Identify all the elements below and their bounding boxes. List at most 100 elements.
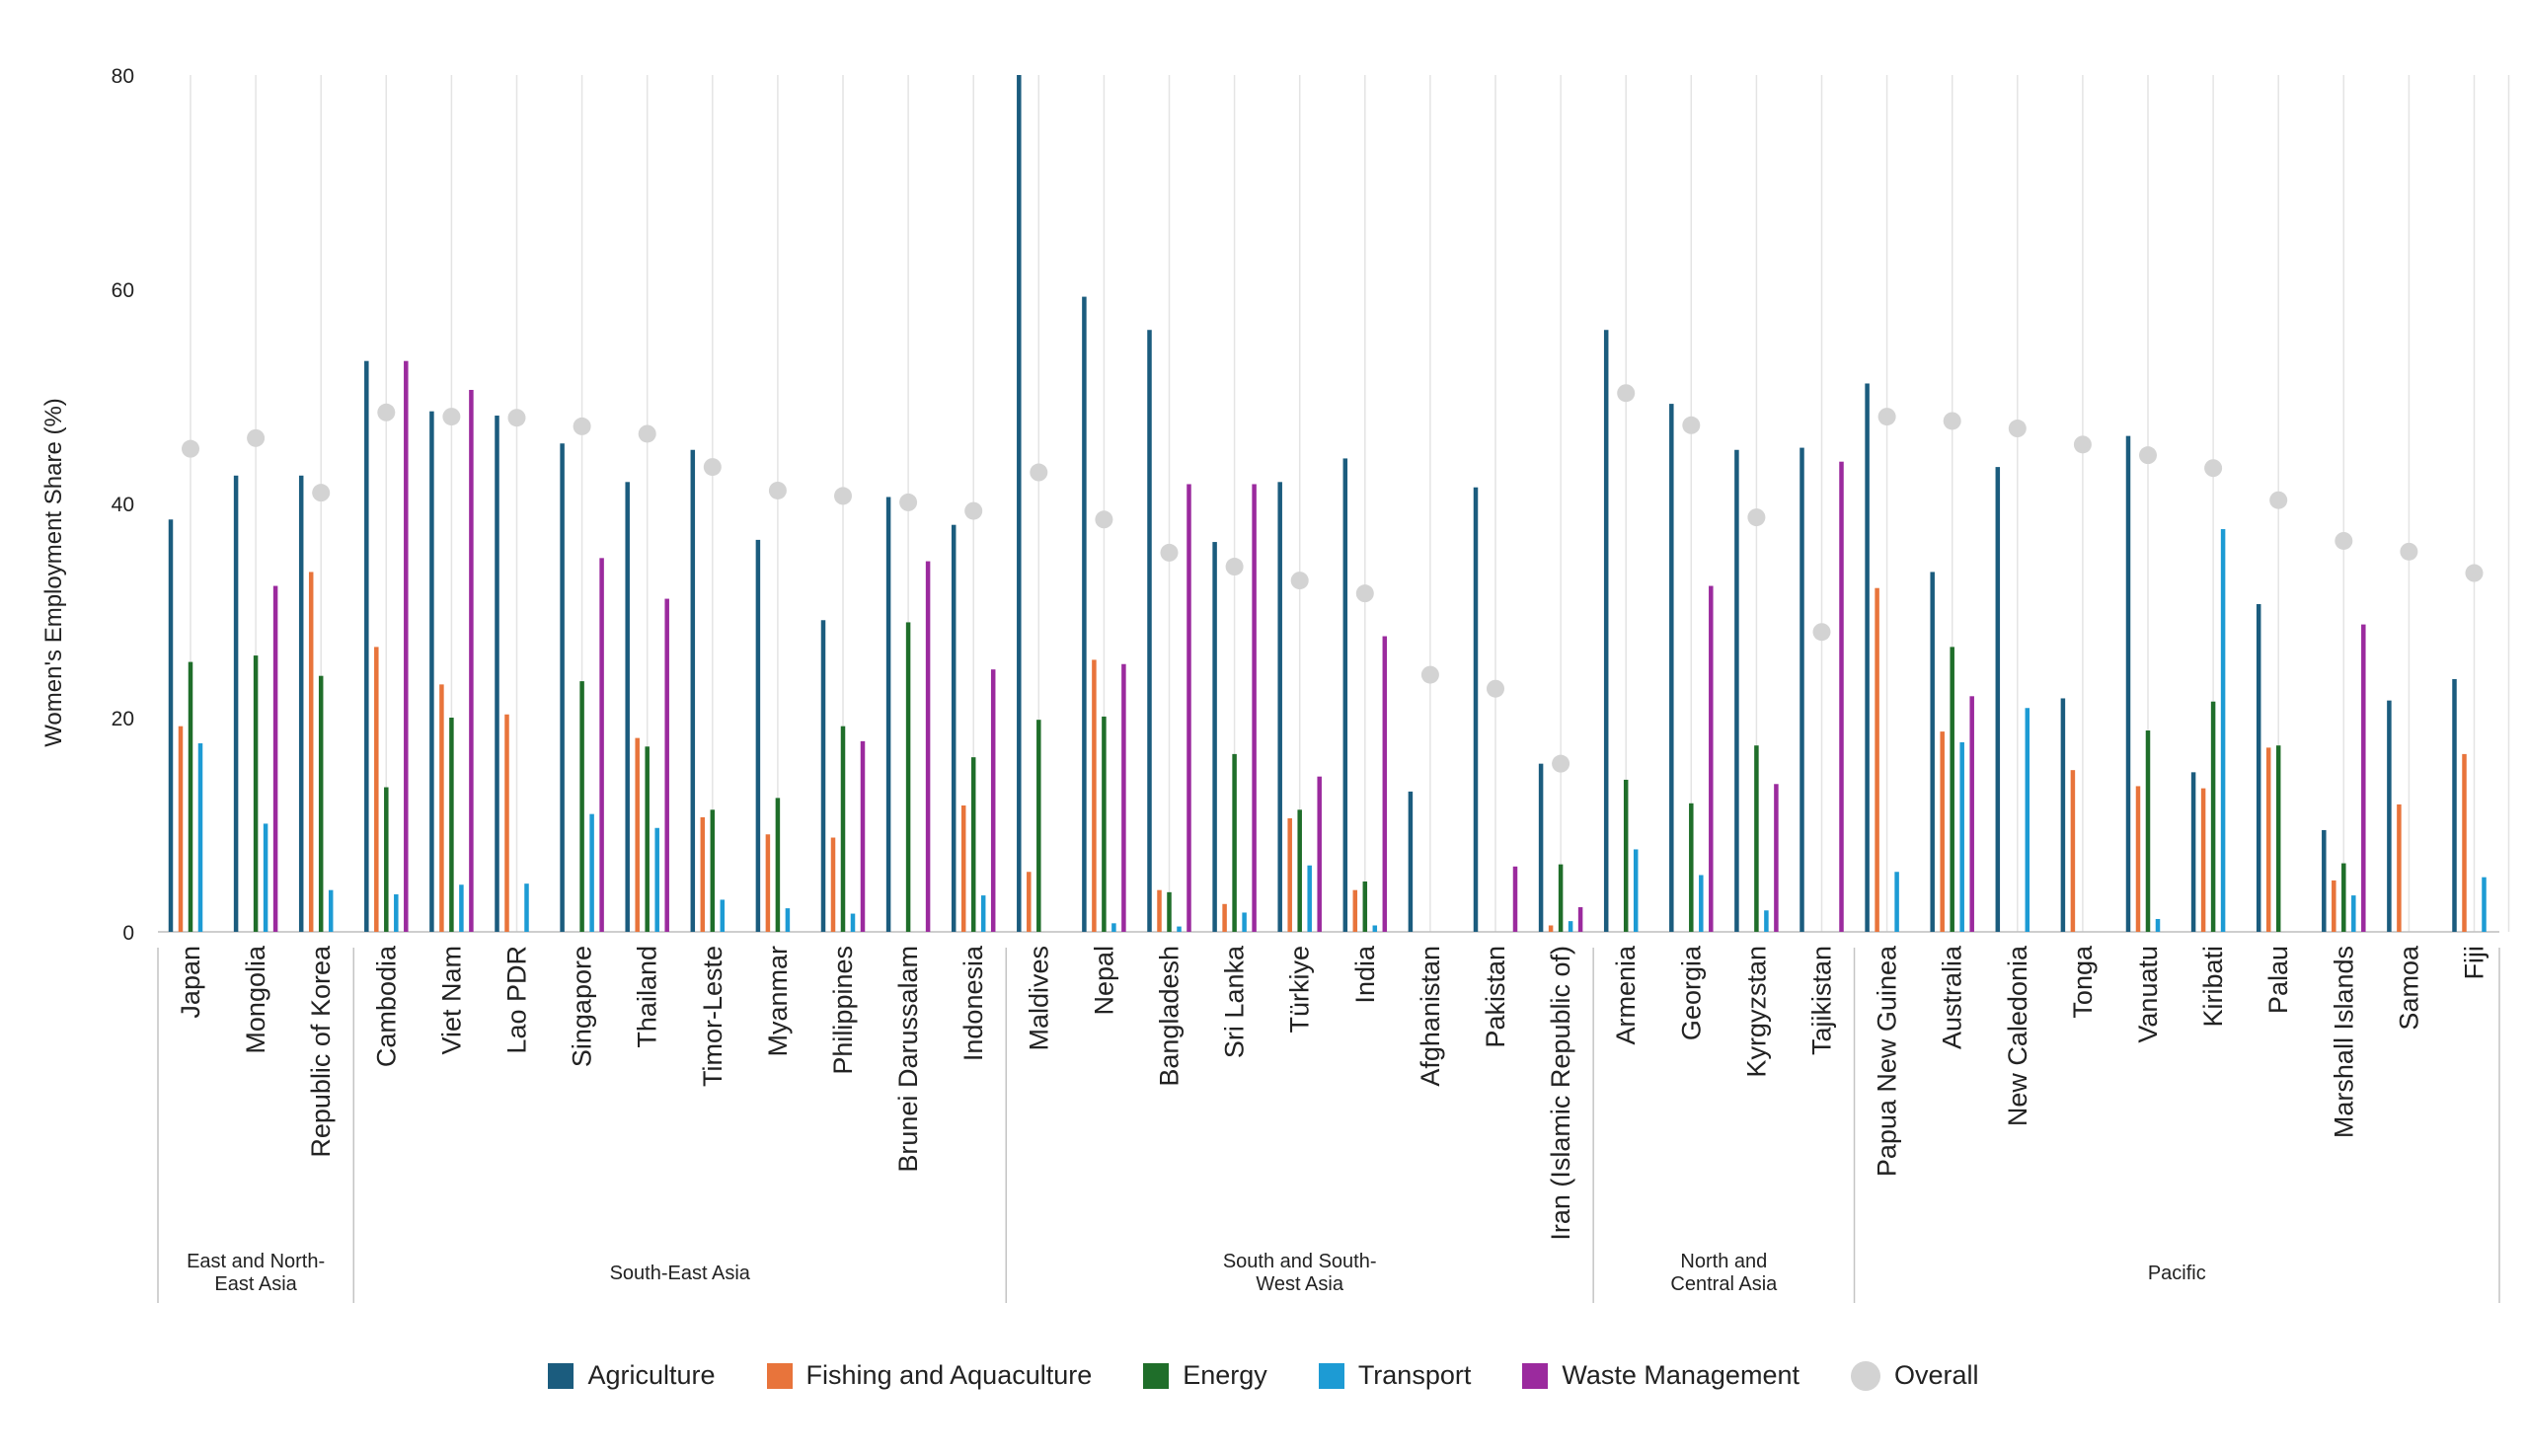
bar-bangladesh-transport [1177, 926, 1182, 932]
bar-georgia-waste-management [1709, 585, 1714, 932]
overall-dot-armenia [1617, 384, 1636, 403]
bar-kiribati-fishing-and-aquaculture [2200, 788, 2206, 932]
bar-timor-leste-transport [720, 899, 726, 932]
x-tick-label: Fiji [2460, 946, 2489, 980]
legend-item-energy: Energy [1143, 1360, 1267, 1391]
x-tick-label: Afghanistan [1416, 946, 1445, 1087]
bar-vanuatu-energy [2145, 730, 2151, 932]
x-tick-label: Sri Lanka [1220, 945, 1250, 1058]
y-axis: 0 20 40 60 80 Women's Employment Share (%) [40, 65, 2499, 945]
bar-iran-islamic-republic-of-agriculture [1538, 763, 1544, 932]
overall-dot-tonga [2073, 435, 2092, 454]
region-groups: East and North-East Asia South-East Asia S… [157, 948, 2500, 1303]
overall-dot-fiji [2465, 564, 2484, 582]
bar-philippines-transport [850, 913, 856, 932]
bar-australia-fishing-and-aquaculture [1940, 731, 1945, 932]
bar-thailand-energy [645, 746, 650, 932]
y-tick-label: 0 [122, 922, 134, 945]
bar-indonesia-energy [970, 757, 976, 932]
x-tick-label: India [1350, 945, 1380, 1004]
bar-maldives-fishing-and-aquaculture [1027, 872, 1032, 932]
bar-pakistan-waste-management [1512, 866, 1518, 932]
x-tick-label: Viet Nam [436, 946, 466, 1055]
bar-viet-nam-fishing-and-aquaculture [439, 684, 444, 932]
legend-item-fishing-and-aquaculture: Fishing and Aquaculture [766, 1360, 1092, 1391]
bar-viet-nam-energy [449, 718, 454, 932]
bar-iran-islamic-republic-of-energy [1558, 864, 1564, 932]
x-tick-label: Australia [1938, 945, 1967, 1049]
x-tick-label: Singapore [568, 946, 597, 1067]
bar-india-transport [1372, 925, 1378, 932]
overall-dot-indonesia [964, 501, 983, 520]
bar-georgia-transport [1699, 875, 1704, 932]
overall-dot-iran-islamic-republic-of [1552, 754, 1570, 773]
overall-dot-kiribati [2204, 459, 2223, 478]
bar-marshall-islands-agriculture [2322, 829, 2327, 932]
bar-t-rkiye-energy [1297, 809, 1302, 932]
grid-lines [190, 75, 2510, 932]
bar-bangladesh-energy [1167, 891, 1172, 932]
bar-georgia-energy [1689, 803, 1694, 932]
bar-thailand-transport [654, 827, 659, 932]
bar-cambodia-fishing-and-aquaculture [374, 647, 379, 932]
bar-maldives-agriculture [1017, 75, 1022, 932]
bar-kyrgyzstan-transport [1764, 910, 1769, 932]
overall-dot-philippines [834, 487, 852, 505]
overall-dot-timor-leste [703, 458, 722, 477]
bar-myanmar-energy [775, 798, 781, 932]
bar-philippines-agriculture [820, 620, 826, 932]
bar-kyrgyzstan-waste-management [1774, 784, 1779, 932]
x-tick-label: Timor-Leste [698, 946, 727, 1087]
region-label-pacific: Pacific [2148, 1263, 2206, 1284]
bar-kiribati-energy [2210, 701, 2216, 932]
bar-nepal-agriculture [1082, 296, 1087, 933]
bar-cambodia-waste-management [404, 360, 409, 932]
y-tick-label: 20 [112, 708, 134, 730]
x-tick-label: Kyrgyzstan [1741, 946, 1771, 1078]
overall-dot-viet-nam [442, 408, 461, 426]
bar-japan-fishing-and-aquaculture [178, 726, 184, 932]
bar-timor-leste-fishing-and-aquaculture [700, 816, 706, 932]
x-tick-label: Marshall Islands [2329, 946, 2358, 1138]
bar-india-waste-management [1382, 636, 1388, 932]
bar-thailand-agriculture [625, 482, 630, 932]
x-tick-label: Kiribati [2198, 946, 2228, 1028]
x-tick-label: Cambodia [371, 945, 401, 1067]
bar-marshall-islands-energy [2341, 863, 2346, 932]
overall-dot-australia [1943, 412, 1961, 430]
overall-dot-palau [2269, 491, 2288, 509]
bar-lao-pdr-fishing-and-aquaculture [504, 714, 509, 932]
bar-viet-nam-waste-management [469, 389, 474, 932]
overall-dot-brunei-darussalam [899, 493, 918, 511]
x-tick-label: Vanuatu [2133, 946, 2163, 1043]
x-tick-label: Tonga [2068, 945, 2098, 1019]
bar-kyrgyzstan-energy [1754, 745, 1759, 932]
y-axis-title: Women's Employment Share (%) [40, 398, 67, 747]
y-tick-label: 80 [112, 65, 134, 88]
bar-bangladesh-agriculture [1147, 330, 1152, 933]
bar-new-caledonia-agriculture [1995, 467, 2001, 932]
overall-dot-vanuatu [2139, 446, 2157, 465]
overall-dot-papua-new-guinea [1877, 408, 1896, 426]
bar-republic-of-korea-fishing-and-aquaculture [308, 572, 314, 932]
bar-bangladesh-fishing-and-aquaculture [1157, 889, 1162, 932]
bar-fiji-agriculture [2452, 678, 2457, 932]
bar-tajikistan-agriculture [1800, 447, 1804, 932]
overall-dot-bangladesh [1160, 543, 1179, 562]
bar-timor-leste-energy [710, 809, 716, 932]
x-tick-label: Japan [176, 946, 205, 1019]
bar-mongolia-transport [263, 823, 268, 932]
bar-india-fishing-and-aquaculture [1352, 889, 1358, 932]
bar-papua-new-guinea-agriculture [1865, 383, 1870, 933]
x-tick-label: Maldives [1024, 946, 1053, 1051]
bars [168, 75, 2487, 933]
overall-dot-lao-pdr [507, 409, 526, 427]
bar-lao-pdr-transport [524, 883, 529, 932]
bar-t-rkiye-fishing-and-aquaculture [1287, 817, 1292, 932]
bar-mongolia-waste-management [272, 585, 278, 932]
bar-palau-fishing-and-aquaculture [2265, 747, 2271, 932]
bar-marshall-islands-fishing-and-aquaculture [2332, 880, 2336, 932]
overall-dot-pakistan [1487, 679, 1504, 698]
legend-label: Energy [1183, 1360, 1267, 1390]
bar-singapore-waste-management [599, 558, 604, 932]
